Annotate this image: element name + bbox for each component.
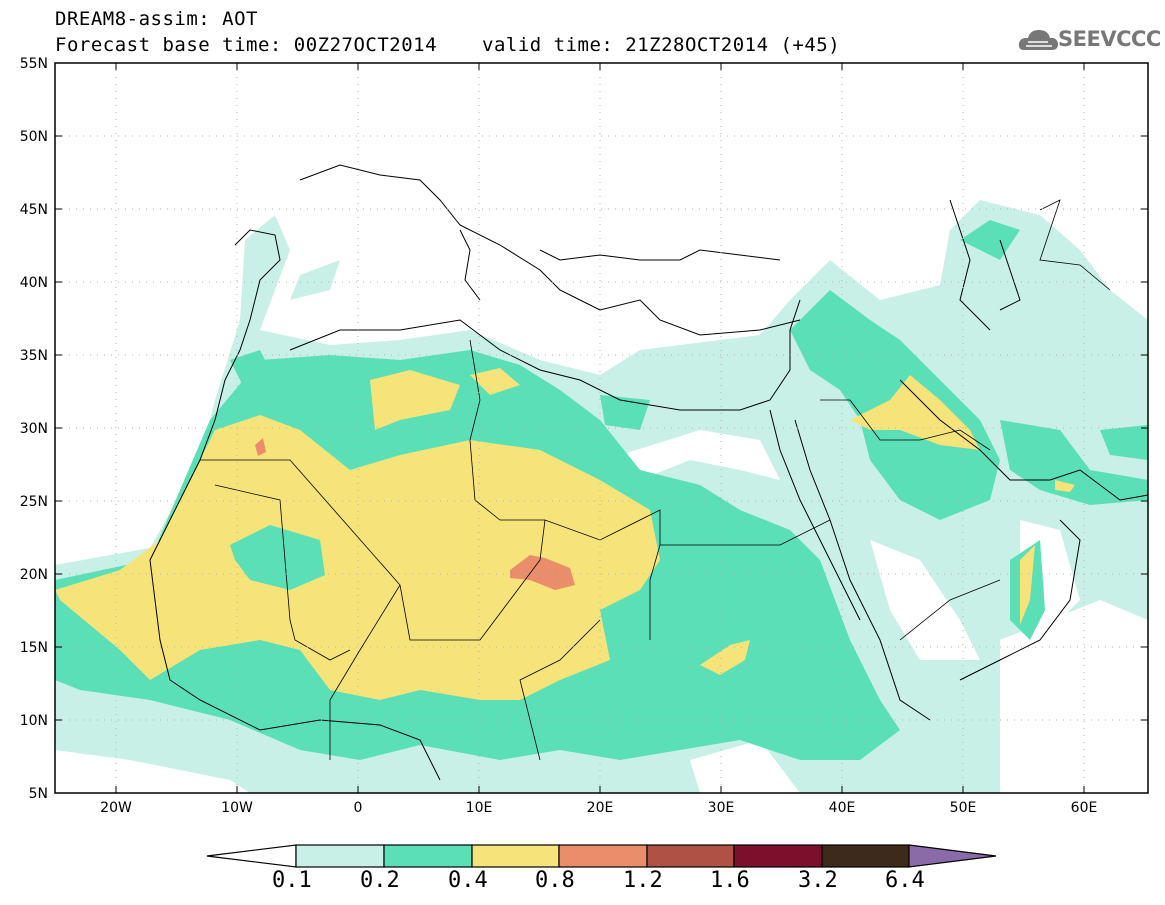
lat-label: 50N xyxy=(20,129,48,145)
colorbar xyxy=(206,844,997,868)
colorbar-label: 0.4 xyxy=(448,868,488,893)
colorbar-under-triangle xyxy=(206,844,297,868)
lat-label: 15N xyxy=(20,640,48,656)
colorbar-label: 1.2 xyxy=(623,868,663,893)
lon-label: 60E xyxy=(1071,800,1098,816)
colorbar-over-triangle xyxy=(908,844,997,868)
lat-label: 40N xyxy=(20,275,48,291)
map-title: DREAM8-assim: AOT xyxy=(55,8,258,30)
colorbar-label: 0.1 xyxy=(272,868,312,893)
cloud-logo-icon xyxy=(1018,30,1058,50)
valid-time: valid time: 21Z28OCT2014 (+45) xyxy=(482,34,841,56)
lat-label: 20N xyxy=(20,567,48,583)
aot-field-yellow xyxy=(55,368,1075,700)
coastlines xyxy=(149,164,1148,781)
colorbar-label: 0.8 xyxy=(535,868,575,893)
colorbar-swatch xyxy=(558,844,648,868)
lon-label: 10E xyxy=(466,800,493,816)
forecast-base-time: Forecast base time: 00Z27OCT2014 xyxy=(55,34,438,56)
lat-label: 25N xyxy=(20,494,48,510)
lon-label: 40E xyxy=(829,800,856,816)
lat-label: 35N xyxy=(20,348,48,364)
colorbar-swatch xyxy=(646,844,735,868)
lat-label: 5N xyxy=(29,786,48,802)
colorbar-label: 6.4 xyxy=(885,868,925,893)
colorbar-label: 3.2 xyxy=(798,868,838,893)
colorbar-label: 1.6 xyxy=(710,868,750,893)
colorbar-swatch xyxy=(733,844,823,868)
colorbar-label: 0.2 xyxy=(360,868,400,893)
lat-label: 55N xyxy=(20,56,48,72)
lat-label: 45N xyxy=(20,202,48,218)
lon-label: 10W xyxy=(221,800,253,816)
lon-label: 50E xyxy=(950,800,977,816)
grid xyxy=(55,63,1148,793)
lat-label: 30N xyxy=(20,421,48,437)
lon-label: 0 xyxy=(354,800,363,816)
lon-label: 20W xyxy=(100,800,132,816)
colorbar-swatch xyxy=(471,844,560,868)
aot-field-orange xyxy=(255,438,575,590)
logo-text: SEEVCCC xyxy=(1058,27,1161,51)
colorbar-swatch xyxy=(295,844,385,868)
colorbar-swatch xyxy=(383,844,473,868)
lon-label: 20E xyxy=(587,800,614,816)
lat-label: 10N xyxy=(20,713,48,729)
lon-label: 30E xyxy=(708,800,735,816)
colorbar-swatch xyxy=(821,844,910,868)
